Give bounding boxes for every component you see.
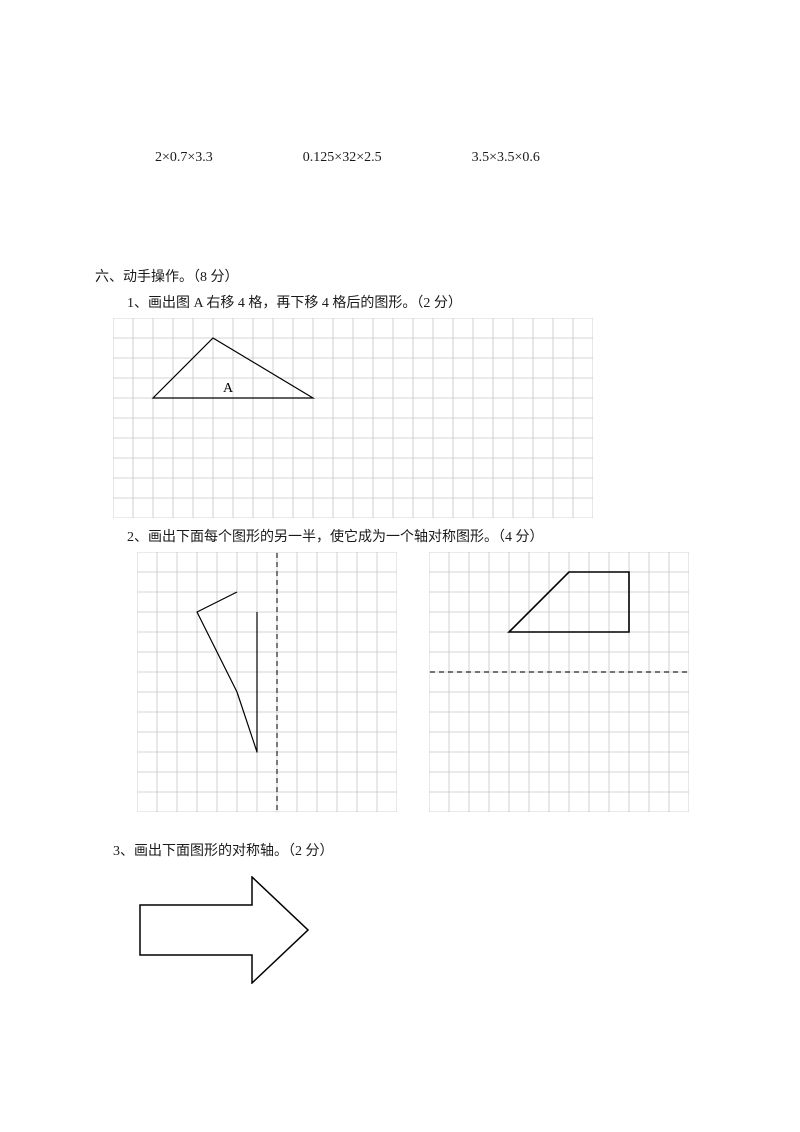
grid-1-svg: A <box>113 318 593 518</box>
math-expr-3: 3.5×3.5×0.6 <box>472 150 540 166</box>
math-expr-1: 2×0.7×3.3 <box>155 150 213 166</box>
question-2-text: 2、画出下面每个图形的另一半，使它成为一个轴对称图形。（4 分） <box>127 526 705 546</box>
grid-1-container: A <box>113 318 705 518</box>
math-expr-2: 0.125×32×2.5 <box>303 150 382 166</box>
arrow-container <box>139 876 705 984</box>
arrow-shape-svg <box>139 876 309 984</box>
grid-2-container <box>137 552 397 812</box>
section-6-heading: 六、动手操作。（8 分） <box>95 266 705 286</box>
svg-text:A: A <box>223 381 234 396</box>
grid-3-container <box>429 552 689 812</box>
grid-2-svg <box>137 552 397 812</box>
question-3-text: 3、画出下面图形的对称轴。（2 分） <box>113 840 705 860</box>
grid-3-svg <box>429 552 689 812</box>
question-1-text: 1、画出图 A 右移 4 格，再下移 4 格后的图形。（2 分） <box>127 292 705 312</box>
